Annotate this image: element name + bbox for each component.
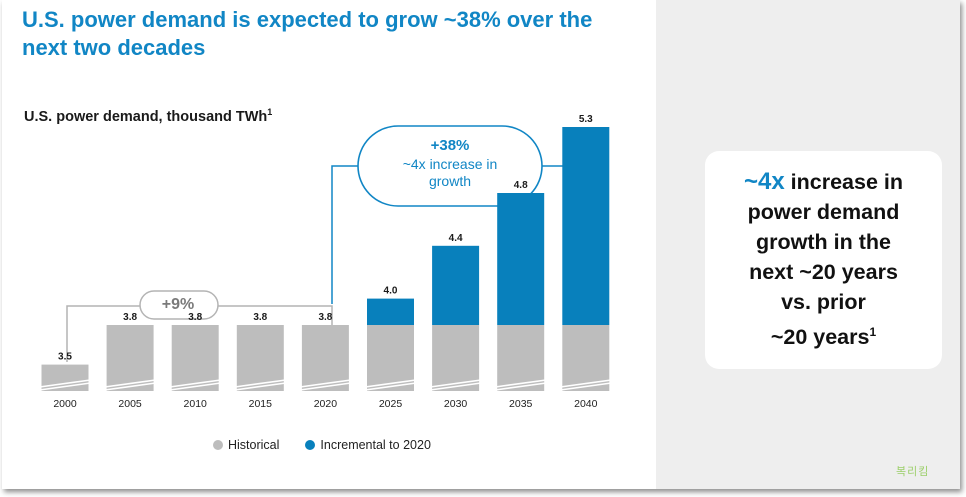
value-label-2010: 3.8 — [188, 312, 202, 323]
axis-break-2005 — [104, 379, 156, 391]
axis-break-2015 — [234, 379, 286, 391]
axis-break-2025 — [364, 379, 417, 391]
legend-label-historical: Historical — [228, 438, 280, 452]
axis-break-2030 — [429, 379, 482, 391]
chart-title-text: U.S. power demand, thousand TWh — [24, 108, 268, 125]
tick-label-2000: 2000 — [53, 398, 77, 410]
slide: U.S. power demand is expected to grow ~3… — [2, 0, 960, 489]
axis-break-2020 — [299, 379, 352, 391]
bars: 3.5 2000 3.8 2005 3.8 2010 3.8 2015 3.8 2020 4.0 20… — [39, 114, 612, 410]
legend-item-historical: Historical — [213, 438, 279, 452]
callout-line5: vs. prior — [781, 290, 866, 315]
bar-incremental-2025 — [367, 298, 414, 325]
tick-label-2025: 2025 — [379, 398, 403, 410]
growth-label-large: +38% — [430, 137, 470, 154]
chart-legend: Historical Incremental to 2020 — [213, 438, 457, 452]
axis-break-2035 — [495, 379, 547, 391]
callout-text: ~4x increase in power demand growth in t… — [744, 167, 903, 352]
axis-break-2000 — [39, 379, 91, 391]
bar-historical-2005 — [106, 325, 154, 391]
value-label-2040: 5.3 — [579, 114, 593, 125]
callout-line1: increase in — [784, 170, 904, 195]
value-label-2015: 3.8 — [253, 312, 267, 323]
value-label-2025: 4.0 — [384, 286, 398, 297]
value-label-2035: 4.8 — [514, 180, 528, 191]
callout-line6: ~20 years — [770, 325, 870, 350]
bar-historical-2020 — [301, 325, 349, 391]
tick-label-2030: 2030 — [444, 398, 468, 410]
growth-multiple-line2: growth — [428, 173, 472, 189]
callout-line4: next ~20 years — [749, 260, 898, 285]
bar-incremental-2030 — [432, 245, 480, 325]
watermark: 복리킴 — [896, 465, 930, 478]
chart-title: U.S. power demand, thousand TWh1 — [24, 107, 272, 125]
slide-title: U.S. power demand is expected to grow ~3… — [22, 7, 593, 60]
callout-card: ~4x increase in power demand growth in t… — [705, 151, 942, 369]
tick-label-2040: 2040 — [574, 398, 598, 410]
bar-historical-2010 — [171, 325, 219, 391]
tick-label-2005: 2005 — [118, 398, 142, 410]
chart-title-footnote: 1 — [267, 107, 273, 117]
axis-break-2040 — [560, 379, 612, 391]
callout-line2: power demand — [747, 200, 900, 225]
growth-bubble-large — [357, 125, 543, 207]
bar-chart: 3.5 2000 3.8 2005 3.8 2010 3.8 2015 3.8 2020 4.0 20… — [39, 114, 612, 410]
axis-break-2010 — [169, 379, 221, 391]
callout-accent: ~4x — [743, 168, 785, 196]
value-label-2000: 3.5 — [58, 352, 72, 363]
value-label-2005: 3.8 — [123, 312, 137, 323]
legend-swatch-incremental — [305, 440, 316, 450]
value-label-2030: 4.4 — [449, 233, 463, 244]
callout-footnote: 1 — [869, 325, 877, 340]
tick-label-2010: 2010 — [184, 398, 208, 410]
bar-incremental-2040 — [562, 127, 610, 325]
tick-label-2035: 2035 — [509, 398, 533, 410]
legend-item-incremental: Incremental to 2020 — [305, 438, 431, 452]
legend-label-incremental: Incremental to 2020 — [320, 438, 431, 452]
bar-historical-2015 — [236, 325, 284, 391]
growth-label-small: +9% — [161, 296, 195, 313]
tick-label-2015: 2015 — [249, 398, 273, 410]
callout-line3: growth in the — [756, 230, 891, 255]
tick-label-2020: 2020 — [314, 398, 338, 410]
bar-historical-2030 — [432, 325, 480, 391]
bar-historical-2025 — [367, 325, 414, 391]
bar-historical-2035 — [497, 325, 545, 391]
growth-bubble-small — [139, 290, 219, 320]
value-label-2020: 3.8 — [318, 312, 332, 323]
growth-bubble-text: +38% ~4x increase in growth — [362, 136, 538, 190]
legend-swatch-historical — [213, 440, 223, 450]
growth-multiple-line1: ~4x increase in — [402, 156, 498, 172]
bar-incremental-2035 — [497, 193, 545, 325]
bar-historical-2040 — [562, 325, 610, 391]
